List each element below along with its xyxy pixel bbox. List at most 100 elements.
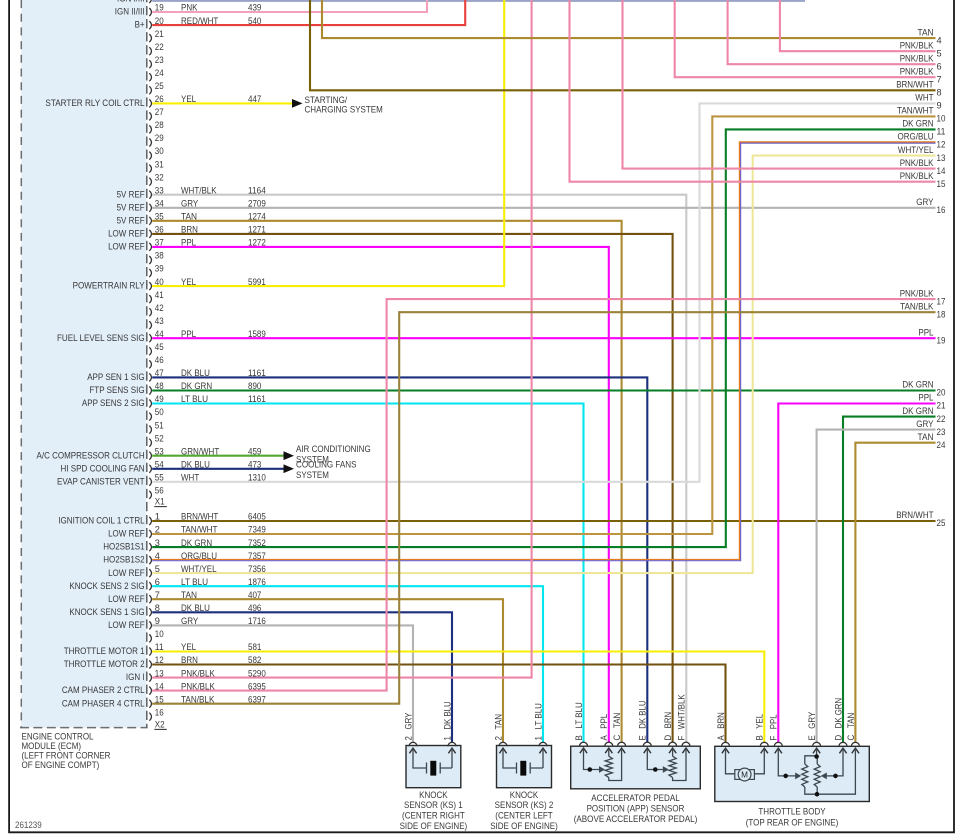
svg-text:CAM PHASER 2 CTRL: CAM PHASER 2 CTRL — [62, 685, 145, 695]
svg-text:12: 12 — [937, 140, 946, 150]
svg-text:1161: 1161 — [248, 394, 266, 404]
svg-text:39: 39 — [155, 264, 164, 274]
svg-text:37: 37 — [155, 238, 164, 248]
svg-text:21: 21 — [937, 401, 946, 411]
svg-text:52: 52 — [155, 433, 164, 443]
svg-text:GRY: GRY — [916, 419, 933, 429]
svg-text:E GRY: E GRY — [807, 712, 817, 741]
svg-text:6405: 6405 — [248, 512, 266, 522]
svg-text:LOW REF: LOW REF — [108, 620, 145, 630]
svg-text:WHT: WHT — [181, 473, 200, 483]
svg-text:22: 22 — [155, 42, 164, 52]
svg-text:OF ENGINE COMPT): OF ENGINE COMPT) — [22, 760, 100, 770]
svg-text:TAN: TAN — [918, 27, 934, 37]
svg-text:LOW REF: LOW REF — [108, 568, 145, 578]
svg-text:EVAP CANISTER VENT: EVAP CANISTER VENT — [57, 476, 145, 486]
svg-text:11: 11 — [155, 642, 164, 652]
svg-text:540: 540 — [248, 16, 261, 26]
svg-text:F PPL: F PPL — [769, 714, 779, 740]
svg-text:WHT: WHT — [915, 93, 934, 103]
svg-text:IGN II/III: IGN II/III — [115, 7, 145, 17]
svg-text:BRN/WHT: BRN/WHT — [181, 512, 219, 522]
svg-text:SENSOR (KS) 1: SENSOR (KS) 1 — [404, 800, 463, 810]
svg-text:24: 24 — [155, 68, 164, 78]
svg-text:ORG/BLU: ORG/BLU — [181, 551, 217, 561]
svg-text:PNK/BLK: PNK/BLK — [900, 67, 935, 77]
svg-text:(LEFT FRONT CORNER: (LEFT FRONT CORNER — [22, 751, 111, 761]
svg-text:KNOCK SENS 1 SIG: KNOCK SENS 1 SIG — [69, 607, 144, 617]
svg-text:8: 8 — [155, 603, 160, 613]
svg-text:WHT/YEL: WHT/YEL — [181, 564, 217, 574]
svg-text:(CENTER LEFT: (CENTER LEFT — [495, 811, 553, 821]
svg-text:4: 4 — [155, 551, 160, 561]
svg-text:DK GRN: DK GRN — [902, 406, 933, 416]
svg-text:APP SENS 2 SIG: APP SENS 2 SIG — [82, 398, 145, 408]
svg-text:LOW REF: LOW REF — [108, 529, 145, 539]
svg-text:HO2SB1S2: HO2SB1S2 — [103, 555, 144, 565]
svg-text:9: 9 — [937, 101, 942, 111]
svg-text:ORG/BLU: ORG/BLU — [898, 132, 934, 142]
svg-text:ENGINE CONTROL: ENGINE CONTROL — [22, 732, 94, 742]
svg-text:FUEL LEVEL SENS SIG: FUEL LEVEL SENS SIG — [57, 333, 145, 343]
svg-text:33: 33 — [155, 185, 164, 195]
svg-text:M: M — [741, 771, 748, 780]
svg-text:1 LT BLU: 1 LT BLU — [533, 703, 543, 740]
svg-text:AIR CONDITIONING: AIR CONDITIONING — [296, 444, 371, 454]
svg-text:SYSTEM: SYSTEM — [296, 454, 329, 464]
svg-text:CAM PHASER 4 CTRL: CAM PHASER 4 CTRL — [62, 698, 145, 708]
svg-text:1589: 1589 — [248, 329, 266, 339]
svg-text:LOW REF: LOW REF — [108, 594, 145, 604]
svg-text:KNOCK SENS 2 SIG: KNOCK SENS 2 SIG — [69, 581, 144, 591]
svg-text:10: 10 — [155, 629, 164, 639]
svg-text:(CENTER RIGHT: (CENTER RIGHT — [402, 811, 465, 821]
svg-text:7357: 7357 — [248, 551, 266, 561]
svg-text:PNK: PNK — [181, 3, 198, 13]
svg-text:(TOP REAR OF ENGINE): (TOP REAR OF ENGINE) — [746, 818, 839, 828]
svg-text:1274: 1274 — [248, 212, 266, 222]
svg-text:5290: 5290 — [248, 668, 266, 678]
svg-text:C TAN: C TAN — [612, 713, 622, 741]
svg-text:BRN: BRN — [181, 225, 198, 235]
svg-text:LT BLU: LT BLU — [181, 577, 208, 587]
svg-text:20: 20 — [155, 16, 164, 26]
svg-text:STARTING/: STARTING/ — [305, 95, 348, 105]
svg-text:IGN I/III: IGN I/III — [117, 0, 145, 4]
svg-text:SIDE OF ENGINE): SIDE OF ENGINE) — [490, 821, 558, 831]
svg-text:TAN: TAN — [918, 432, 934, 442]
svg-text:50: 50 — [155, 407, 164, 417]
svg-text:PPL: PPL — [181, 238, 196, 248]
svg-text:7352: 7352 — [248, 538, 266, 548]
svg-text:A BRN: A BRN — [716, 712, 726, 740]
svg-text:447: 447 — [248, 94, 261, 104]
svg-text:2: 2 — [155, 525, 160, 535]
svg-text:IGN I: IGN I — [126, 672, 145, 682]
svg-text:PNK/BLK: PNK/BLK — [900, 288, 935, 298]
svg-text:6395: 6395 — [248, 681, 266, 691]
svg-text:25: 25 — [937, 518, 946, 528]
svg-text:SENSOR (KS) 2: SENSOR (KS) 2 — [495, 800, 554, 810]
svg-text:53: 53 — [155, 446, 164, 456]
svg-text:14: 14 — [937, 166, 946, 176]
svg-text:5V REF: 5V REF — [117, 215, 145, 225]
svg-text:PNK/BLK: PNK/BLK — [181, 668, 216, 678]
svg-text:DK GRN: DK GRN — [181, 538, 212, 548]
svg-text:MODULE (ECM): MODULE (ECM) — [22, 741, 82, 751]
svg-text:DK GRN: DK GRN — [902, 119, 933, 129]
svg-text:16: 16 — [937, 205, 946, 215]
svg-text:19: 19 — [937, 335, 946, 345]
svg-text:44: 44 — [155, 329, 164, 339]
svg-text:LOW REF: LOW REF — [108, 242, 145, 252]
svg-text:18: 18 — [937, 309, 946, 319]
svg-text:56: 56 — [155, 486, 164, 496]
svg-text:23: 23 — [937, 427, 946, 437]
svg-text:DK BLU: DK BLU — [181, 459, 210, 469]
svg-text:GRY: GRY — [181, 198, 198, 208]
svg-text:YEL: YEL — [181, 277, 196, 287]
svg-text:THROTTLE MOTOR 2: THROTTLE MOTOR 2 — [64, 659, 145, 669]
svg-text:6: 6 — [155, 577, 160, 587]
svg-text:23: 23 — [155, 55, 164, 65]
svg-text:48: 48 — [155, 381, 164, 391]
svg-text:THROTTLE MOTOR 1: THROTTLE MOTOR 1 — [64, 646, 145, 656]
svg-text:4: 4 — [937, 35, 942, 45]
svg-text:PNK/BLK: PNK/BLK — [900, 158, 935, 168]
